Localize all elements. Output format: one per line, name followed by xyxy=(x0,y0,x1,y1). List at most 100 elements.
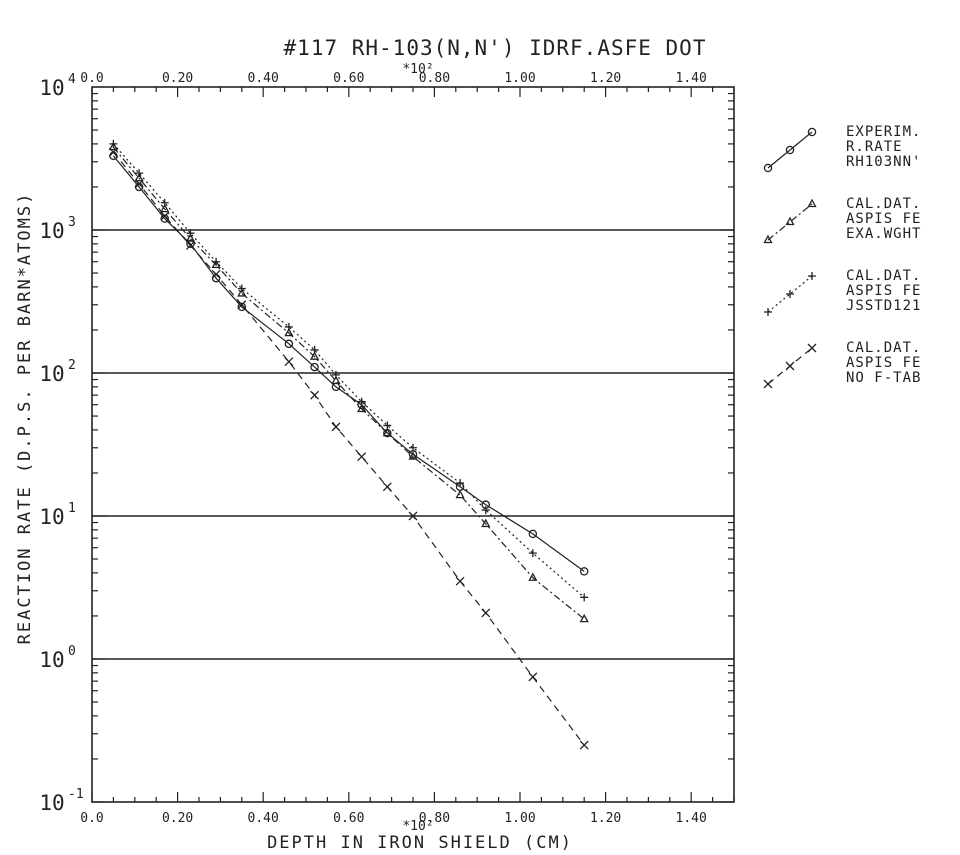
data-point xyxy=(284,327,294,337)
data-point xyxy=(211,259,221,269)
data-point xyxy=(160,211,170,221)
legend-label: CAL.DAT. xyxy=(846,268,921,284)
legend-label: ASPIS FE xyxy=(846,283,921,299)
x-tick-label-top: 0.0 xyxy=(80,71,103,86)
svg-text:1: 1 xyxy=(68,501,76,516)
legend-label: ASPIS FE xyxy=(846,355,921,371)
x-tick-label-top: 0.40 xyxy=(248,71,279,86)
data-point xyxy=(528,549,537,558)
legend-marker xyxy=(807,198,817,208)
legend-marker xyxy=(763,379,773,389)
ticks-layer: 10 -1 10 0 10 1 10 2 10 3 10 4 0.0 0.20 0.40 0.60 0.80 1.… xyxy=(39,71,735,826)
legend-marker xyxy=(785,361,795,371)
x-axis-label: DEPTH IN IRON SHIELD (CM) xyxy=(267,833,573,853)
y-axis-label: REACTION RATE (D.P.S. PER BARN*ATOMS) xyxy=(15,192,35,645)
data-point xyxy=(357,452,367,462)
svg-text:10: 10 xyxy=(39,505,64,529)
chart-title: #117 RH-103(N,N') IDRF.ASFE DOT xyxy=(284,36,707,60)
series-line xyxy=(112,155,585,572)
x-tick-label-top: 1.20 xyxy=(590,71,621,86)
svg-text:10: 10 xyxy=(39,76,64,100)
data-point xyxy=(160,214,170,223)
data-point xyxy=(237,288,247,297)
data-point xyxy=(185,240,195,250)
data-point xyxy=(528,572,538,581)
x-tick-label: 1.00 xyxy=(504,811,535,826)
data-point xyxy=(357,403,367,413)
x-tick-label: 0.40 xyxy=(248,811,279,826)
legend-label: EXA.WGHT xyxy=(846,226,921,242)
data-point xyxy=(409,443,417,452)
x-tick-label: 1.20 xyxy=(590,811,621,826)
y-tick-label: 10 2 xyxy=(39,358,75,386)
data-point xyxy=(383,421,392,430)
legend-marker xyxy=(764,308,772,316)
data-point xyxy=(456,479,465,488)
data-point xyxy=(212,257,221,266)
data-point xyxy=(237,300,247,310)
data-point xyxy=(579,567,589,576)
data-point xyxy=(310,362,319,372)
svg-text:2: 2 xyxy=(68,358,76,373)
data-point xyxy=(331,422,341,432)
data-point xyxy=(310,345,319,354)
series-3 xyxy=(109,139,589,602)
data-point xyxy=(579,740,589,750)
x-tick-label: 1.40 xyxy=(676,811,707,826)
svg-text:3: 3 xyxy=(68,215,76,230)
x-tick-label-top: 1.40 xyxy=(676,71,707,86)
data-point xyxy=(186,229,195,238)
data-point xyxy=(109,139,118,148)
data-point xyxy=(579,613,589,623)
data-point xyxy=(382,427,392,437)
legend-marker xyxy=(807,343,817,353)
x-multiplier-bottom: *10² xyxy=(402,819,433,834)
legend-line xyxy=(767,203,813,241)
legend-marker xyxy=(785,145,795,155)
x-tick-label: 0.80 xyxy=(419,811,450,826)
data-point xyxy=(310,390,320,400)
series-line xyxy=(112,146,585,620)
data-point xyxy=(408,511,418,521)
x-multiplier-top: *10² xyxy=(402,62,433,77)
svg-text:-1: -1 xyxy=(68,787,84,802)
data-point xyxy=(237,302,247,312)
legend-line xyxy=(767,131,813,169)
series-line xyxy=(112,143,585,598)
data-point xyxy=(331,375,341,385)
x-tick-label: 0.0 xyxy=(80,811,103,826)
legend-label: RH103NN' xyxy=(846,154,921,170)
legend-label: ASPIS FE xyxy=(846,211,921,227)
data-point xyxy=(135,169,144,178)
y-tick-label: 10 -1 xyxy=(39,787,83,815)
legend-marker xyxy=(808,272,816,280)
svg-text:10: 10 xyxy=(39,791,64,815)
data-point xyxy=(408,451,418,460)
data-point xyxy=(186,239,195,249)
legend-label: NO F-TAB xyxy=(846,370,921,386)
x-tick-label-top: 0.60 xyxy=(333,71,364,86)
svg-text:0: 0 xyxy=(68,644,76,659)
data-point xyxy=(284,322,293,331)
legend-marker xyxy=(763,234,773,244)
data-point xyxy=(528,529,538,539)
y-tick-label: 10 0 xyxy=(39,644,75,672)
data-point xyxy=(455,576,465,586)
data-point xyxy=(331,370,340,379)
legend-marker xyxy=(785,216,795,226)
legend-label: EXPERIM. xyxy=(846,124,921,140)
legend-marker xyxy=(786,290,794,298)
data-point xyxy=(382,482,392,492)
data-point xyxy=(528,672,538,682)
x-tick-label-top: 0.20 xyxy=(162,71,193,86)
data-point xyxy=(211,269,221,279)
series-2 xyxy=(108,141,589,623)
svg-text:10: 10 xyxy=(39,648,64,672)
data-point xyxy=(134,172,144,182)
y-tick-label: 10 1 xyxy=(39,501,75,529)
